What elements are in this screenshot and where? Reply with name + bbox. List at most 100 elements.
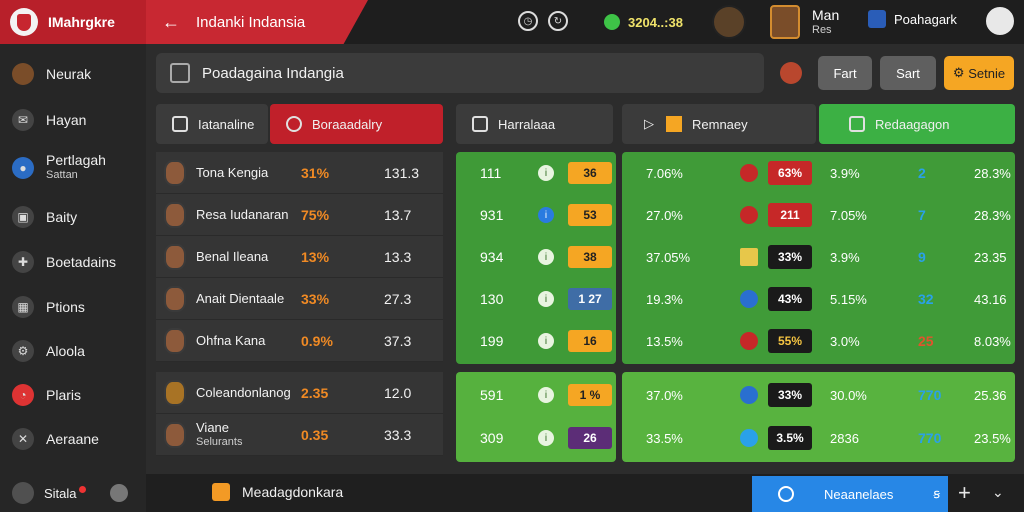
cell-badge: 33%	[768, 245, 812, 269]
cell-rank: 32	[918, 291, 934, 307]
sidebar-item-7[interactable]: ◔ Plaris	[0, 375, 146, 415]
history-icon[interactable]: ◷	[518, 11, 538, 31]
breadcrumb: ← Indanki Indansia	[146, 0, 368, 44]
stat-chip: 38	[568, 246, 612, 268]
avatar	[164, 159, 186, 186]
message-item[interactable]: Meadagdonkara	[212, 483, 343, 501]
status-label: Sitala	[44, 485, 77, 501]
primary-action-button[interactable]: Neaanelaes ꞩ	[752, 476, 948, 512]
table-row[interactable]: Resa Iudanaran 75% 13.7	[156, 194, 443, 236]
table-row[interactable]: 33.5% 3.5% 2836 770 23.5%	[622, 417, 1015, 459]
info-icon: i	[538, 207, 554, 223]
stat-number: 130	[480, 291, 504, 307]
search-text: Poadagaina Indangia	[202, 64, 344, 82]
tab-label: Harralaaa	[498, 116, 556, 132]
gear-icon: ⚙	[952, 65, 969, 80]
info-icon: i	[538, 333, 554, 349]
search-input[interactable]: Poadagaina Indangia	[156, 53, 764, 93]
table-row[interactable]: 13.5% 55% 3.0% 25 8.03%	[622, 320, 1015, 362]
org-name: Poahagark	[894, 11, 957, 27]
avatar	[164, 201, 186, 228]
list-item[interactable]: 591 i 1 %	[456, 374, 616, 416]
table-row[interactable]: Viane Selurants 0.35 33.3	[156, 414, 443, 456]
team-avatar[interactable]	[712, 5, 746, 39]
table-row[interactable]: Benal Ileana 13% 13.3	[156, 236, 443, 278]
sidebar-item-8[interactable]: ✕ Aeraane	[0, 419, 146, 459]
tab-remnaey[interactable]: ▷ Remnaey	[622, 104, 816, 144]
cell-rank: 9	[918, 249, 926, 265]
list-item[interactable]: 309 i 26	[456, 417, 616, 459]
table-row[interactable]: Coleandonlanog 2.35 12.0	[156, 372, 443, 414]
cell-a: 37.0%	[646, 387, 683, 403]
player-name: Tona Kengia	[196, 164, 269, 180]
emoji-icon[interactable]	[109, 484, 128, 502]
table-row[interactable]: Ohfna Kana 0.9% 37.3	[156, 320, 443, 362]
table-row[interactable]: 27.0% 211 7.05% 7 28.3%	[622, 194, 1015, 236]
table-row[interactable]: 37.0% 33% 30.0% 770 25.36	[622, 374, 1015, 416]
sidebar-item-0[interactable]: Neurak	[0, 54, 146, 94]
tab-label: Remnaey	[692, 116, 748, 132]
sidebar-item-3[interactable]: ▣ Baity	[0, 197, 146, 237]
stat-number: 199	[480, 333, 504, 349]
bag-icon: ▣	[12, 206, 34, 228]
cell-rank: 25	[918, 333, 934, 349]
avatar	[164, 285, 186, 312]
sidebar-item-sub: Sattan	[46, 169, 78, 181]
org-switcher[interactable]: Poahagark	[868, 10, 957, 28]
player-pct: 33%	[301, 290, 330, 307]
mini-avatar[interactable]	[780, 62, 802, 84]
list-item[interactable]: 931 i 53	[456, 194, 616, 236]
chat-icon: ✉	[12, 109, 34, 131]
table-row[interactable]: Tona Kengia 31% 131.3	[156, 152, 443, 194]
tab-harralaaa[interactable]: Harralaaa	[456, 104, 613, 144]
chevron-down-icon[interactable]: ⌄	[992, 484, 1004, 500]
sidebar-item-4[interactable]: ✚ Boetadains	[0, 242, 146, 282]
list-item[interactable]: 934 i 38	[456, 236, 616, 278]
back-arrow-icon[interactable]: ←	[162, 11, 180, 32]
sidebar-item-2[interactable]: ● Pertlagah Sattan	[0, 148, 146, 188]
player-pct: 13%	[301, 248, 330, 265]
sidebar-item-label: Boetadains	[46, 253, 117, 270]
user-block[interactable]: Man Res	[770, 2, 839, 42]
status-item[interactable]: Sitala	[0, 474, 146, 512]
clipboard-icon	[778, 486, 794, 502]
setnie-button[interactable]: ⚙ Setnie	[944, 56, 1014, 90]
sart-button[interactable]: Sart	[880, 56, 936, 90]
avatar-icon	[12, 63, 34, 85]
match-clock: 3204..:38	[604, 8, 704, 36]
team-badge-icon	[740, 164, 758, 182]
cell-badge: 63%	[768, 161, 812, 185]
table-row[interactable]: 37.05% 33% 3.9% 9 23.35	[622, 236, 1015, 278]
cell-c: 43.16	[974, 291, 1007, 307]
fart-button[interactable]: Fart	[818, 56, 872, 90]
trophy-icon	[666, 116, 682, 132]
table-row[interactable]: 7.06% 63% 3.9% 2 28.3%	[622, 152, 1015, 194]
tab-boraaadalry[interactable]: Boraaadalry	[270, 104, 443, 144]
brand[interactable]: IMahrgkre	[0, 0, 146, 44]
bottom-bar: Sitala Meadagdonkara Neaanelaes ꞩ + ⌄	[0, 474, 1024, 512]
profile-avatar[interactable]	[984, 5, 1016, 37]
breadcrumb-title: Indanki Indansia	[196, 13, 306, 31]
live-dot-icon	[604, 14, 620, 30]
table-row[interactable]: Anait Dientaale 33% 27.3	[156, 278, 443, 320]
table-row[interactable]: 19.3% 43% 5.15% 32 43.16	[622, 278, 1015, 320]
cell-badge: 43%	[768, 287, 812, 311]
sidebar-item-label: Aeraane	[46, 430, 99, 447]
team-badge-icon	[740, 429, 758, 447]
sidebar-item-6[interactable]: ⚙ Aloola	[0, 331, 146, 371]
refresh-icon[interactable]: ↻	[548, 11, 568, 31]
cell-b: 5.15%	[830, 291, 867, 307]
plus-icon[interactable]: +	[958, 480, 971, 505]
tab-iatanaline[interactable]: Iatanaline	[156, 104, 268, 144]
sidebar-item-1[interactable]: ✉ Hayan	[0, 100, 146, 140]
player-value: 37.3	[384, 332, 412, 349]
list-item[interactable]: 111 i 36	[456, 152, 616, 194]
clock-icon: ◔	[12, 384, 34, 406]
tab-redaagagon[interactable]: Redaagagon	[819, 104, 1015, 144]
tools-icon: ✕	[12, 428, 34, 450]
team-badge-icon	[740, 290, 758, 308]
list-item[interactable]: 130 i 1 27	[456, 278, 616, 320]
sidebar-item-5[interactable]: ▦ Ptions	[0, 287, 146, 327]
stats-panel-top: 111 i 36 931 i 53 934 i 38 130 i 1 27 199 i 16	[456, 152, 616, 364]
list-item[interactable]: 199 i 16	[456, 320, 616, 362]
